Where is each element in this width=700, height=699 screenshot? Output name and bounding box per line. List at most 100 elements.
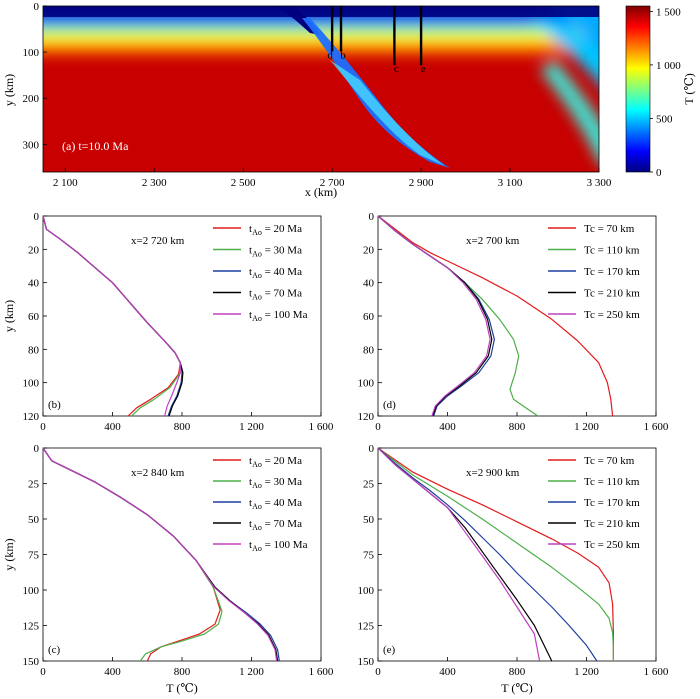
y-tick-label: 50 [363, 514, 375, 526]
x-tick-label: 0 [40, 666, 46, 678]
y-tick-label: 40 [363, 278, 375, 290]
y-axis-label: y (km) [2, 300, 16, 332]
legend-name: t [249, 223, 252, 235]
x-axis-label: T (℃) [501, 681, 533, 695]
legend-name: t [249, 518, 252, 530]
y-tick-label: 20 [28, 244, 40, 256]
x-tick-label: 800 [174, 666, 191, 678]
heatmap-axes: 2 100 2 300 2 500 2 700 2 900 3 100 3 300 0 100 2… [23, 1, 612, 189]
legend-suffix: = 40 Ma [262, 266, 302, 278]
legend-suffix: = 20 Ma [262, 223, 302, 235]
x-tick-label: 1 200 [239, 666, 264, 678]
colorbar-tick-label: 0 [656, 167, 662, 179]
legend-label-1: tAo = 30 Ma [249, 245, 302, 259]
legend-name: t [249, 309, 252, 321]
legend-label-2: Tc = 170 km [584, 497, 640, 509]
x-tick-label: 2 300 [142, 177, 167, 189]
legend-name: t [249, 455, 252, 467]
heatmap-field [43, 6, 599, 172]
x-tick-label: 800 [174, 421, 191, 433]
y-tick-label: 125 [23, 621, 40, 633]
slab-core [302, 18, 450, 168]
legend-label-3: tAo = 70 Ma [249, 288, 302, 302]
y-tick-label: 75 [28, 550, 40, 562]
legend-sub: Ao [252, 502, 262, 511]
cold-lid [43, 6, 599, 17]
legend-name: t [249, 497, 252, 509]
x-tick-label: 3 100 [498, 177, 523, 189]
annotation: x=2 700 km [466, 235, 520, 247]
legend-label-3: tAo = 70 Ma [249, 518, 302, 532]
x-tick-label: 0 [40, 421, 46, 433]
panel-label: (b) [48, 399, 61, 411]
y-tick-label: 200 [23, 93, 40, 105]
legend-label-2: Tc = 170 km [584, 266, 640, 278]
y-tick-label: 120 [358, 411, 375, 423]
legend-suffix: = 30 Ma [262, 245, 302, 257]
heatmap-ylabel: y (km) [2, 74, 16, 106]
slab-inner [330, 60, 445, 166]
legend-name: t [249, 539, 252, 551]
series-line-0 [377, 215, 614, 417]
series-line-1 [377, 447, 614, 661]
y-tick-label: 80 [28, 344, 40, 356]
y-tick-label: 100 [23, 47, 40, 59]
y-tick-label: 25 [28, 479, 40, 491]
legend-label-3: Tc = 210 km [584, 518, 640, 530]
x-tick-label: 400 [104, 421, 121, 433]
y-tick-label: 20 [363, 244, 375, 256]
legend-sub: Ao [252, 271, 262, 280]
heatmap-frame [42, 5, 600, 173]
legend-suffix: = 70 Ma [262, 518, 302, 530]
legend-name: t [249, 266, 252, 278]
x-tick-label: 0 [375, 666, 381, 678]
y-tick-label: 150 [23, 656, 40, 668]
plot-frame [377, 447, 657, 662]
x-tick-label: 800 [509, 421, 526, 433]
x-tick-label: 2 500 [231, 177, 256, 189]
y-tick-label: 25 [363, 479, 375, 491]
heatmap-xlabel: x (km) [305, 185, 337, 199]
legend-label-4: Tc = 250 km [584, 539, 640, 551]
legend-suffix: = 70 Ma [262, 288, 302, 300]
y-tick-label: 60 [363, 311, 375, 323]
series-line-4 [377, 447, 541, 662]
y-tick-label: 100 [23, 585, 40, 597]
slab-top [277, 6, 320, 35]
y-tick-label: 0 [34, 1, 40, 13]
legend-suffix: = 100 Ma [262, 539, 308, 551]
series-line-4 [42, 215, 181, 417]
y-tick-label: 125 [358, 621, 375, 633]
legend-label-1: tAo = 30 Ma [249, 476, 302, 490]
y-tick-label: 0 [34, 211, 40, 223]
legend-name: t [249, 288, 252, 300]
y-tick-label: 50 [28, 514, 40, 526]
x-tick-label: 1 600 [309, 421, 334, 433]
y-tick-label: 0 [369, 443, 375, 455]
annotation: x=2 720 km [131, 235, 185, 247]
profile-label-d: d [327, 49, 333, 61]
x-tick-label: 400 [104, 666, 121, 678]
legend-sub: Ao [252, 314, 262, 323]
series-line-0 [377, 447, 614, 661]
y-tick-label: 300 [23, 139, 40, 151]
legend-label-2: tAo = 40 Ma [249, 266, 302, 280]
heatmap-panel: d b c e 2 100 2 300 2 500 2 700 2 900 3 100 3 300… [2, 1, 612, 199]
x-tick-label: 400 [439, 421, 456, 433]
y-tick-label: 40 [28, 278, 40, 290]
y-tick-label: 100 [358, 378, 375, 390]
colorbar-gradient [625, 5, 651, 173]
colorbar-tick-label: 500 [656, 113, 673, 125]
y-tick-label: 100 [358, 585, 375, 597]
legend-sub: Ao [252, 481, 262, 490]
legend-label-4: tAo = 100 Ma [249, 539, 308, 553]
y-tick-label: 0 [34, 443, 40, 455]
panel-d: 0 400 800 1 200 1 600 0 20 40 60 80 100 120 Tc = 70 … [358, 211, 669, 433]
panel-label: (c) [48, 644, 61, 656]
colorbar-label: T (℃) [682, 73, 696, 105]
series-line-2 [377, 447, 598, 662]
x-tick-label: 1 200 [574, 421, 599, 433]
legend-label-0: tAo = 20 Ma [249, 223, 302, 237]
panel-e: 0 400 800 1 200 1 600 0 25 50 75 100 125 150 Tc = 70… [358, 443, 669, 695]
profile-lines: d b c e [327, 6, 426, 75]
